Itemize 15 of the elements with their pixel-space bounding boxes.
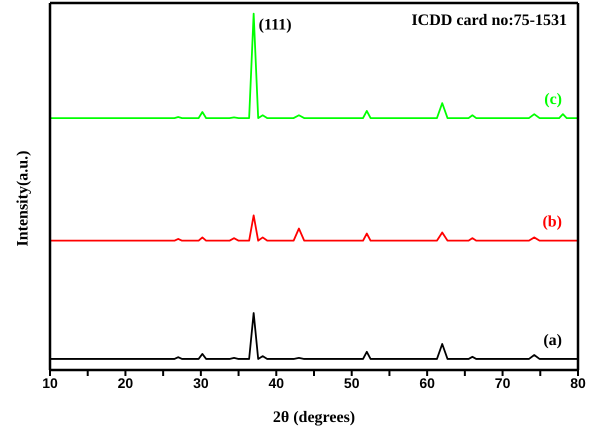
series-label: (b) — [542, 214, 562, 231]
y-axis-title: Intensity(a.u.) — [14, 150, 32, 246]
x-tick-label: 20 — [118, 374, 134, 391]
x-tick-label: 10 — [42, 374, 58, 391]
x-tick-label: 50 — [344, 374, 360, 391]
x-axis-title: 2θ (degrees) — [272, 409, 356, 426]
series-label: (c) — [544, 91, 562, 108]
annotation: (111) — [258, 16, 292, 34]
series-label: (a) — [543, 332, 562, 349]
x-tick-label: 70 — [494, 374, 511, 391]
x-tick-label: 40 — [268, 374, 284, 391]
x-tick-label: 30 — [193, 374, 209, 391]
annotation: ICDD card no:75-1531 — [411, 12, 567, 30]
x-tick-label: 60 — [419, 374, 436, 391]
x-tick-label: 80 — [570, 374, 586, 391]
